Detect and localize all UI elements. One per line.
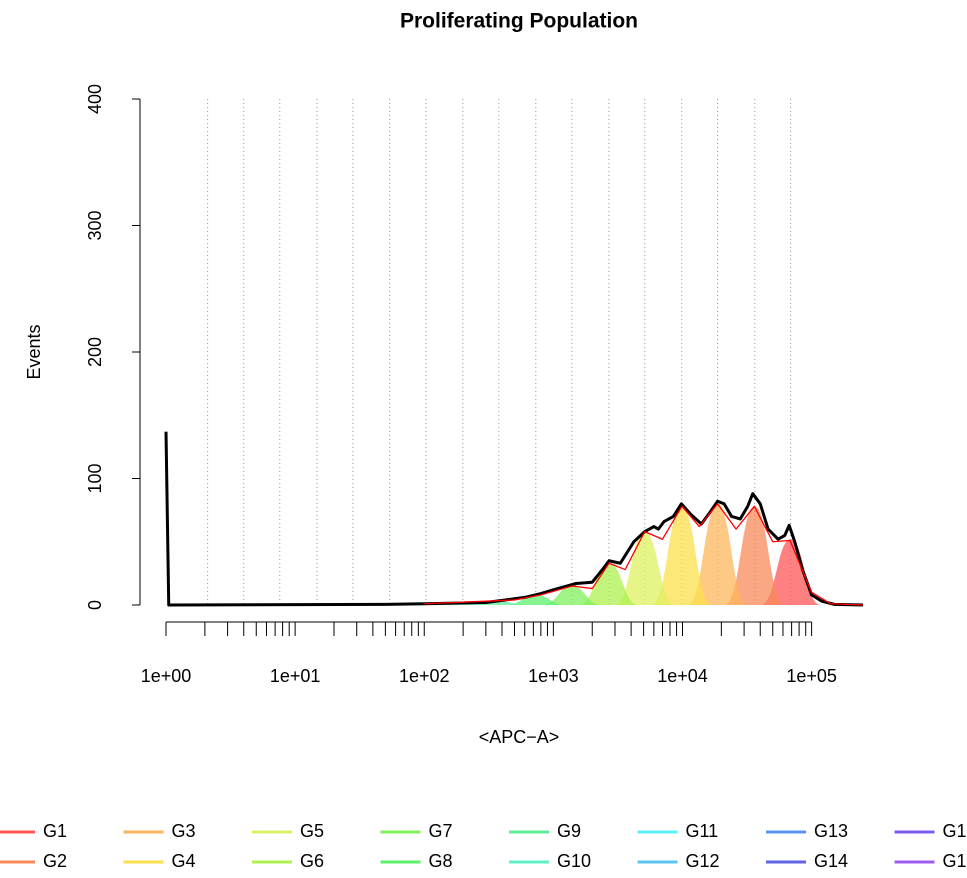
legend-label: G2 (43, 851, 67, 871)
legend-label: G3 (172, 821, 196, 841)
y-tick-label: 100 (85, 463, 105, 493)
y-tick-label: 400 (85, 84, 105, 114)
legend-label: G6 (300, 851, 324, 871)
legend-label: G8 (429, 851, 453, 871)
legend-label: G4 (172, 851, 196, 871)
x-tick-label: 1e+05 (786, 666, 837, 686)
legend-label: G14 (814, 851, 848, 871)
y-tick-label: 300 (85, 210, 105, 240)
generation-peak (542, 586, 602, 605)
legend-label: G9 (557, 821, 581, 841)
legend-label: G7 (429, 821, 453, 841)
generation-peak (468, 601, 529, 605)
y-tick-label: 200 (85, 337, 105, 367)
legend-label: G5 (300, 821, 324, 841)
legend-label: G15 (943, 821, 967, 841)
legend-label: G16 (943, 851, 967, 871)
x-tick-label: 1e+03 (528, 666, 579, 686)
y-tick-label: 0 (85, 600, 105, 610)
generation-peak (614, 531, 675, 605)
x-axis-label: <APC−A> (479, 727, 560, 747)
generation-peak (579, 563, 639, 605)
x-tick-label: 1e+00 (141, 666, 192, 686)
legend-label: G1 (43, 821, 67, 841)
x-tick-label: 1e+01 (270, 666, 321, 686)
legend-label: G10 (557, 851, 591, 871)
generation-peak (506, 594, 566, 605)
legend-label: G13 (814, 821, 848, 841)
legend-label: G11 (686, 821, 719, 841)
generation-peak (724, 506, 785, 605)
observed-line (164, 431, 864, 607)
generation-peak (760, 539, 821, 605)
fit-line (424, 503, 864, 606)
x-tick-label: 1e+04 (657, 666, 708, 686)
x-tick-label: 1e+02 (399, 666, 450, 686)
generation-peak (651, 506, 712, 605)
chart-title: Proliferating Population (400, 10, 638, 33)
legend-label: G12 (686, 851, 720, 871)
generation-peak (687, 503, 748, 605)
y-axis-label: Events (24, 324, 44, 379)
